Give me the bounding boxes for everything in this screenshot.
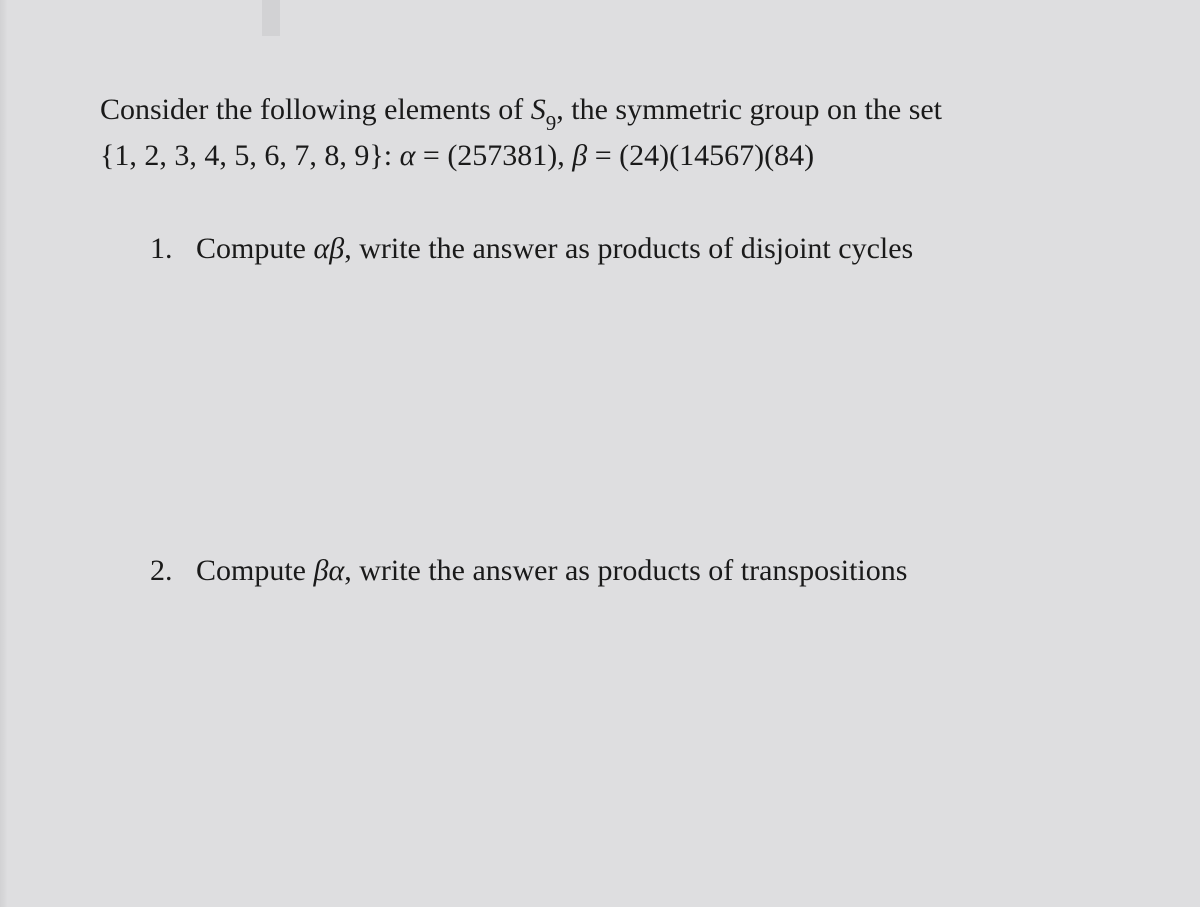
problem-suffix: , write the answer as products of transp…	[344, 554, 907, 587]
problem-intro: Consider the following elements of S9, t…	[100, 88, 1100, 178]
group-subscript: 9	[546, 111, 557, 135]
beta-value: (24)(14567)(84)	[619, 139, 814, 172]
set-definition: {1, 2, 3, 4, 5, 6, 7, 8, 9}:	[100, 139, 400, 172]
problem-text: Compute αβ, write the answer as products…	[196, 228, 1100, 270]
problem-list: 1. Compute αβ, write the answer as produ…	[100, 228, 1100, 592]
problem-number: 1.	[150, 228, 196, 270]
problem-item-2: 2. Compute βα, write the answer as produ…	[150, 550, 1100, 592]
problem-item-1: 1. Compute αβ, write the answer as produ…	[150, 228, 1100, 270]
problem-suffix: , write the answer as products of disjoi…	[344, 232, 913, 265]
problem-number: 2.	[150, 550, 196, 592]
alpha-symbol: α	[400, 139, 416, 172]
beta-symbol: β	[572, 139, 587, 172]
alpha-value: (257381)	[447, 139, 557, 172]
problem-prefix: Compute	[196, 554, 314, 587]
scan-edge-shadow	[0, 0, 8, 907]
problem-expression: αβ	[314, 232, 345, 265]
problem-expression: βα	[314, 554, 345, 587]
intro-text-2: , the symmetric group on the set	[556, 93, 942, 126]
intro-text-1: Consider the following elements of	[100, 93, 531, 126]
equals-2: =	[587, 139, 619, 172]
problem-text: Compute βα, write the answer as products…	[196, 550, 1100, 592]
document-page: Consider the following elements of S9, t…	[0, 0, 1200, 907]
equals-1: =	[415, 139, 447, 172]
comma-sep: ,	[557, 139, 572, 172]
scan-mark	[262, 0, 280, 36]
group-symbol: S	[531, 93, 546, 126]
problem-prefix: Compute	[196, 232, 314, 265]
